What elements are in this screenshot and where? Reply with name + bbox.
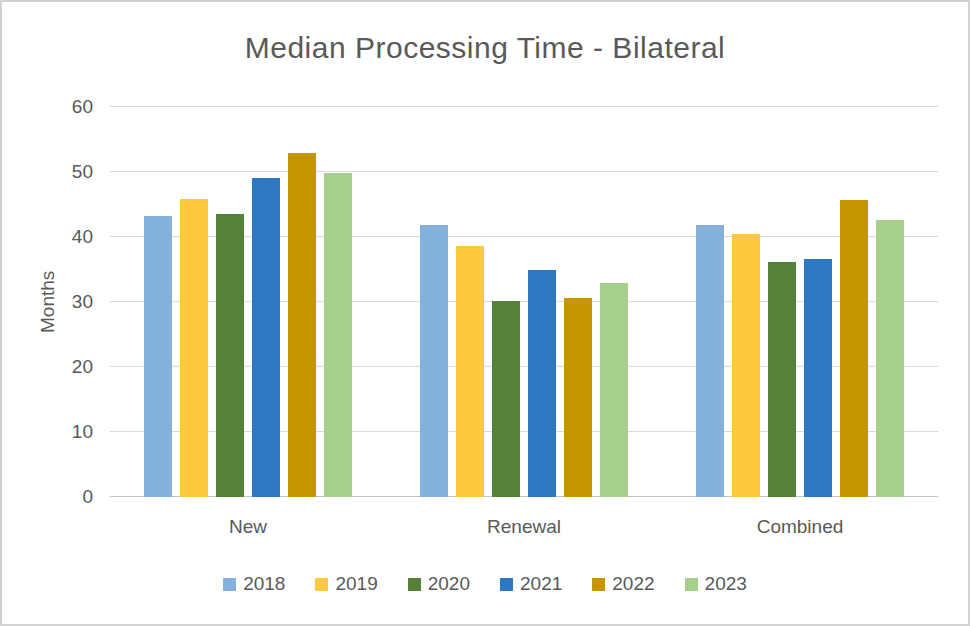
y-axis-ticks: 0102030405060 [2,107,101,497]
legend-swatch-2019 [315,578,328,591]
legend-swatch-2020 [408,578,421,591]
bar-group-renewal [386,107,662,497]
y-tick-label-0: 0 [82,487,93,507]
legend: 2018 2019 2020 2021 2022 2023 [2,573,968,595]
legend-item-2020: 2020 [408,573,470,595]
bar-new-2022 [288,153,316,497]
bar-combined-2018 [696,225,724,497]
chart-title: Median Processing Time - Bilateral [2,31,968,65]
bar-renewal-2018 [420,225,448,497]
legend-label-2019: 2019 [335,573,377,595]
bar-renewal-2023 [600,283,628,498]
legend-label-2023: 2023 [705,573,747,595]
y-tick-label-40: 40 [72,227,93,247]
legend-swatch-2018 [223,578,236,591]
bar-renewal-2022 [564,298,592,497]
bar-combined-2023 [876,220,904,497]
legend-swatch-2023 [685,578,698,591]
legend-label-2018: 2018 [243,573,285,595]
bar-renewal-2020 [492,301,520,497]
bar-new-2021 [252,178,280,497]
legend-swatch-2021 [500,578,513,591]
y-tick-label-20: 20 [72,357,93,377]
bar-new-2020 [216,214,244,497]
bar-new-2019 [180,199,208,497]
bar-new-2023 [324,173,352,497]
y-tick-label-10: 10 [72,422,93,442]
legend-item-2021: 2021 [500,573,562,595]
bar-group-combined [662,107,938,497]
x-axis-label-renewal: Renewal [386,516,662,538]
chart-frame: Median Processing Time - Bilateral Month… [0,0,970,626]
y-tick-label-30: 30 [72,292,93,312]
legend-item-2023: 2023 [685,573,747,595]
bar-group-new [110,107,386,497]
legend-item-2018: 2018 [223,573,285,595]
y-tick-label-60: 60 [72,97,93,117]
y-tick-label-50: 50 [72,162,93,182]
x-axis-labels: NewRenewalCombined [110,516,938,538]
bar-renewal-2021 [528,270,556,497]
legend-swatch-2022 [592,578,605,591]
bar-groups [110,107,938,497]
x-axis-label-combined: Combined [662,516,938,538]
bar-new-2018 [144,216,172,497]
bar-combined-2022 [840,200,868,497]
bar-combined-2019 [732,234,760,497]
legend-item-2019: 2019 [315,573,377,595]
x-axis-label-new: New [110,516,386,538]
legend-label-2022: 2022 [612,573,654,595]
bar-renewal-2019 [456,246,484,497]
legend-label-2021: 2021 [520,573,562,595]
bar-combined-2021 [804,259,832,497]
legend-item-2022: 2022 [592,573,654,595]
plot-area [110,107,938,497]
bar-combined-2020 [768,262,796,497]
legend-label-2020: 2020 [428,573,470,595]
